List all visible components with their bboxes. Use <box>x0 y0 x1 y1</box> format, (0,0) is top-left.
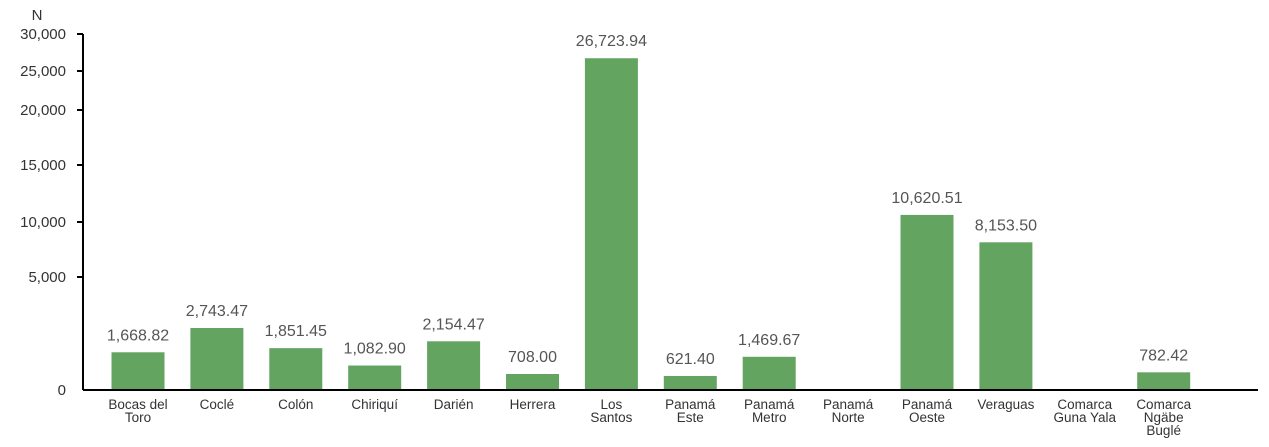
bar <box>742 356 796 390</box>
x-category-label-line: Panamá <box>744 397 795 412</box>
x-category-label-line: Comarca <box>1057 397 1112 412</box>
x-category-label-line: Ngäbe <box>1144 410 1184 425</box>
bar <box>1137 372 1191 390</box>
x-category-label-line: Bocas del <box>108 397 167 412</box>
bar-value-label: 2,743.47 <box>186 303 248 320</box>
bar-value-label: 1,082.90 <box>344 341 406 358</box>
x-category-label: Panamá Norte <box>823 397 874 425</box>
x-category-label-line: Panamá <box>902 397 953 412</box>
y-tick-label: 10,000 <box>20 214 66 231</box>
x-labels-group: Bocas del Toro Coclé Colón Chiriquí Darién Her… <box>108 397 1191 438</box>
bar-value-label: 708.00 <box>508 349 557 366</box>
y-tick-label: 15,000 <box>20 157 66 174</box>
bar <box>111 352 165 390</box>
bar-value-label: 1,469.67 <box>738 332 800 349</box>
x-category-label-line: Colón <box>278 397 313 412</box>
x-category-label-line: Buglé <box>1146 423 1181 438</box>
x-category-label: Veraguas <box>977 397 1034 412</box>
bar-value-label: 621.40 <box>666 351 715 368</box>
bar-value-label: 2,154.47 <box>422 316 484 333</box>
bar <box>506 373 559 390</box>
y-tick-label: 0 <box>58 382 66 399</box>
x-category-label-line: Norte <box>832 410 865 425</box>
x-category-label-line: Oeste <box>909 410 945 425</box>
x-category-label-line: Darién <box>434 397 474 412</box>
x-category-label: Herrera <box>510 397 556 412</box>
x-category-label-line: Los <box>601 397 623 412</box>
bar-value-label: 1,668.82 <box>107 327 169 344</box>
bars-group <box>111 58 1191 390</box>
y-ticks-group: 0 5,000 10,000 15,000 20,000 25,000 30,000 <box>20 26 83 399</box>
bar-value-label: 1,851.45 <box>265 323 327 340</box>
x-category-label-line: Santos <box>590 410 632 425</box>
x-category-label-line: Coclé <box>200 397 235 412</box>
x-category-label-line: Panamá <box>823 397 874 412</box>
x-category-label: Panamá Oeste <box>902 397 953 425</box>
bar-value-label: 782.42 <box>1139 347 1188 364</box>
x-category-label: Panamá Este <box>665 397 716 425</box>
bar <box>584 58 638 390</box>
x-category-label: Panamá Metro <box>744 397 795 425</box>
x-category-label: Comarca Ngäbe Buglé <box>1136 397 1191 438</box>
bar <box>900 214 954 390</box>
x-category-label-line: Chiriquí <box>351 397 398 412</box>
y-tick-label: 5,000 <box>28 269 66 286</box>
x-category-label-line: Metro <box>752 410 787 425</box>
bar <box>979 242 1033 390</box>
x-category-label-line: Herrera <box>510 397 556 412</box>
x-category-label-line: Toro <box>125 410 151 425</box>
x-category-label: Chiriquí <box>351 397 398 412</box>
bar-value-label: 8,153.50 <box>975 217 1037 234</box>
x-category-label: Coclé <box>200 397 235 412</box>
axes-group <box>82 34 1258 391</box>
x-category-label: Bocas del Toro <box>108 397 167 425</box>
bar-value-label: 10,620.51 <box>891 190 962 207</box>
x-category-label-line: Comarca <box>1136 397 1191 412</box>
bar <box>190 327 244 390</box>
x-category-label-line: Guna Yala <box>1054 410 1117 425</box>
x-category-label-line: Panamá <box>665 397 716 412</box>
bar <box>269 348 323 390</box>
value-labels-group: 1,668.82 2,743.47 1,851.45 1,082.90 2,154.47… <box>107 33 1188 368</box>
bar <box>663 375 717 390</box>
bar <box>427 341 481 390</box>
y-tick-label: 30,000 <box>20 26 66 43</box>
bar-value-label: 26,723.94 <box>576 33 647 50</box>
y-tick-label: 20,000 <box>20 102 66 119</box>
x-category-label-line: Este <box>677 410 704 425</box>
y-axis-unit-label: N <box>32 7 43 24</box>
x-category-label: Los Santos <box>590 397 632 425</box>
y-tick-label: 25,000 <box>20 63 66 80</box>
x-category-label: Darién <box>434 397 474 412</box>
x-category-label-line: Veraguas <box>977 397 1034 412</box>
x-category-label: Colón <box>278 397 313 412</box>
bar <box>348 365 402 390</box>
x-category-label: Comarca Guna Yala <box>1054 397 1117 425</box>
